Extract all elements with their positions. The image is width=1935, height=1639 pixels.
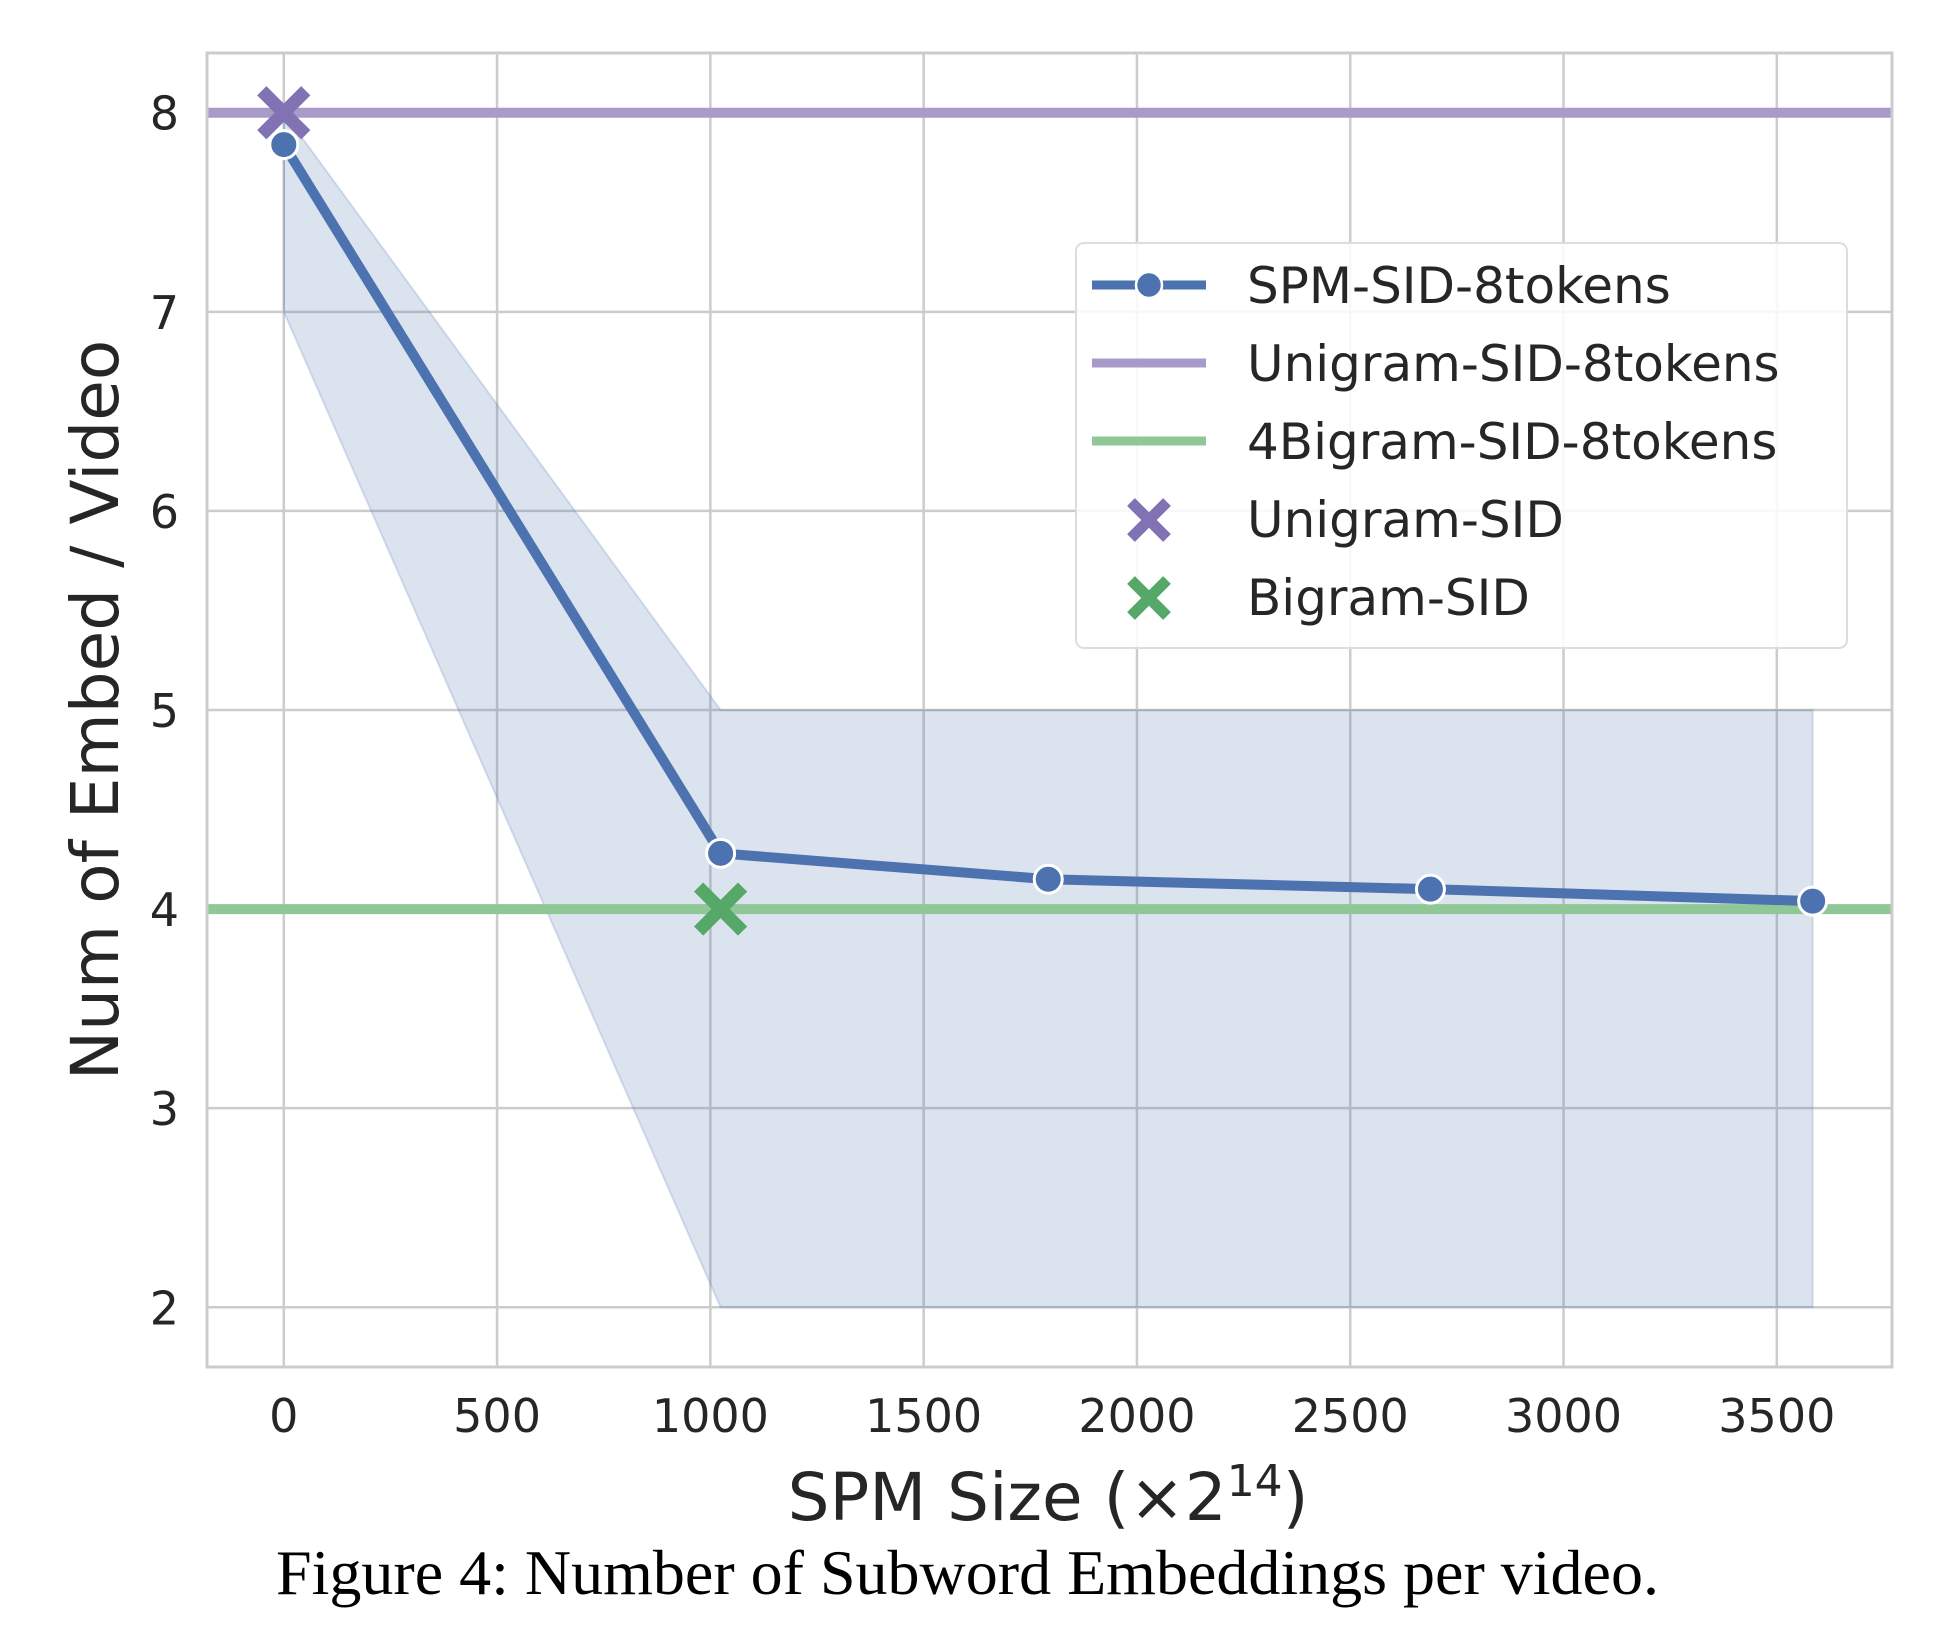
y-tick-label: 6 bbox=[150, 485, 179, 539]
x-tick-label: 1500 bbox=[865, 1389, 982, 1443]
x-marker-stroke bbox=[694, 882, 748, 936]
legend: SPM-SID-8tokens Unigram-SID-8tokens 4Big… bbox=[1075, 242, 1848, 649]
x-tick-label: 2500 bbox=[1292, 1389, 1409, 1443]
y-axis-label: Num of Embed / Video bbox=[57, 340, 134, 1081]
svg-text:SPM-SID-8tokens: SPM-SID-8tokens bbox=[1247, 257, 1671, 315]
y-tick-label: 4 bbox=[150, 883, 179, 937]
svg-text:Bigram-SID: Bigram-SID bbox=[1247, 569, 1530, 627]
legend-item-unigram-sid: Unigram-SID bbox=[1127, 491, 1564, 549]
x-marker-bigram-sid bbox=[694, 882, 748, 936]
legend-item-4bigram-sid-8tokens: 4Bigram-SID-8tokens bbox=[1092, 413, 1777, 471]
y-tick-label: 3 bbox=[150, 1082, 179, 1136]
legend-item-bigram-sid: Bigram-SID bbox=[1127, 569, 1530, 627]
x-marker-icon bbox=[1127, 498, 1171, 542]
x-tick-label: 0 bbox=[269, 1389, 298, 1443]
y-tick-label: 8 bbox=[150, 87, 179, 141]
point-spm-sid-8tokens bbox=[268, 129, 300, 161]
point-spm-sid-8tokens bbox=[1032, 863, 1064, 895]
y-tick-label: 5 bbox=[150, 684, 179, 738]
x-marker-icon bbox=[1127, 576, 1171, 620]
band-spm-sid-8tokens bbox=[282, 109, 1814, 1309]
legend-item-unigram-sid-8tokens: Unigram-SID-8tokens bbox=[1092, 335, 1780, 393]
x-tick-label: 2000 bbox=[1078, 1389, 1195, 1443]
y-tick-label: 2 bbox=[150, 1281, 179, 1335]
svg-text:Unigram-SID-8tokens: Unigram-SID-8tokens bbox=[1247, 335, 1780, 393]
x-tick-label: 1000 bbox=[652, 1389, 769, 1443]
x-tick-label: 500 bbox=[453, 1389, 541, 1443]
point-spm-sid-8tokens bbox=[1797, 885, 1829, 917]
confidence-band bbox=[282, 109, 1814, 1309]
legend-item-spm-sid-8tokens: SPM-SID-8tokens bbox=[1092, 257, 1671, 315]
figure-caption: Figure 4: Number of Subword Embeddings p… bbox=[276, 1537, 1659, 1608]
x-tick-label: 3500 bbox=[1718, 1389, 1835, 1443]
x-axis-label: SPM Size (×214) bbox=[788, 1456, 1309, 1530]
svg-text:Unigram-SID: Unigram-SID bbox=[1247, 491, 1564, 549]
point-spm-sid-8tokens bbox=[705, 837, 737, 869]
x-tick-label: 3000 bbox=[1505, 1389, 1622, 1443]
plot-frame bbox=[205, 51, 1894, 1369]
point-spm-sid-8tokens bbox=[1414, 873, 1446, 905]
marker-layer bbox=[257, 86, 748, 936]
x-marker-unigram-sid bbox=[257, 86, 311, 140]
reference-lines bbox=[207, 107, 1892, 915]
svg-text:4Bigram-SID-8tokens: 4Bigram-SID-8tokens bbox=[1247, 413, 1777, 471]
legend-box bbox=[1075, 242, 1848, 649]
y-tick-label: 7 bbox=[150, 286, 179, 340]
tick-labels: 0 500 1000 1500 2000 2500 3000 3500 2 3 4 5 6 7 8 bbox=[150, 87, 1836, 1443]
x-marker-stroke bbox=[257, 86, 311, 140]
chart: 0 500 1000 1500 2000 2500 3000 3500 2 3 4 5 6 7 8 SPM … bbox=[57, 51, 1894, 1530]
series-layer bbox=[268, 129, 1829, 917]
